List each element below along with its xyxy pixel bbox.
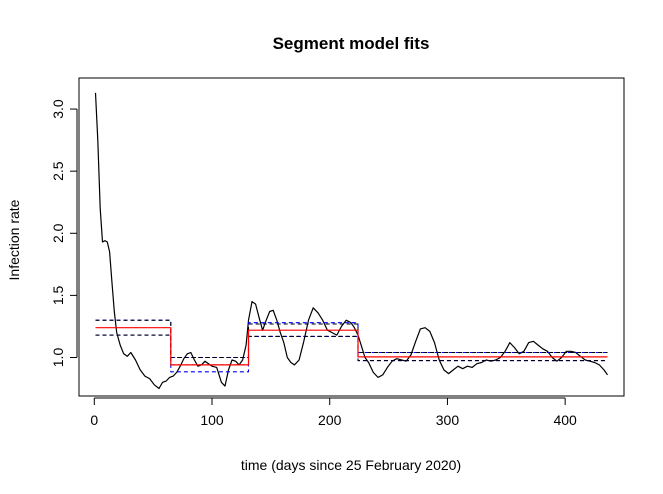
y-axis-label: Infection rate bbox=[6, 199, 22, 280]
series-line-5-dashed-black bbox=[95, 319, 608, 358]
x-tick-label: 200 bbox=[318, 412, 342, 428]
x-axis-label: time (days since 25 February 2020) bbox=[241, 457, 461, 473]
y-tick-label: 1.5 bbox=[50, 285, 66, 305]
axes: 0 100 200 300 400 1.0 1.5 2.0 2.5 3.0 bbox=[50, 99, 577, 428]
y-tick-label: 2.0 bbox=[50, 223, 66, 243]
x-tick-label: 400 bbox=[553, 412, 577, 428]
x-tick-label: 300 bbox=[436, 412, 460, 428]
plot-area bbox=[94, 92, 608, 390]
x-tick-label: 0 bbox=[90, 412, 98, 428]
x-tick-label: 100 bbox=[200, 412, 224, 428]
series-line-4-dashed-black bbox=[95, 334, 608, 366]
series-line-1-solid-red bbox=[95, 327, 608, 366]
y-tick-label: 2.5 bbox=[50, 161, 66, 181]
series-line-0-solid-black bbox=[94, 92, 608, 390]
y-tick-label: 1.0 bbox=[50, 348, 66, 368]
plot-frame bbox=[78, 77, 625, 397]
y-tick-label: 3.0 bbox=[50, 99, 66, 119]
series-line-2-dashed-blue bbox=[95, 319, 608, 373]
series-line-3-dashed-blue bbox=[95, 334, 608, 359]
chart-title: Segment model fits bbox=[273, 34, 430, 53]
